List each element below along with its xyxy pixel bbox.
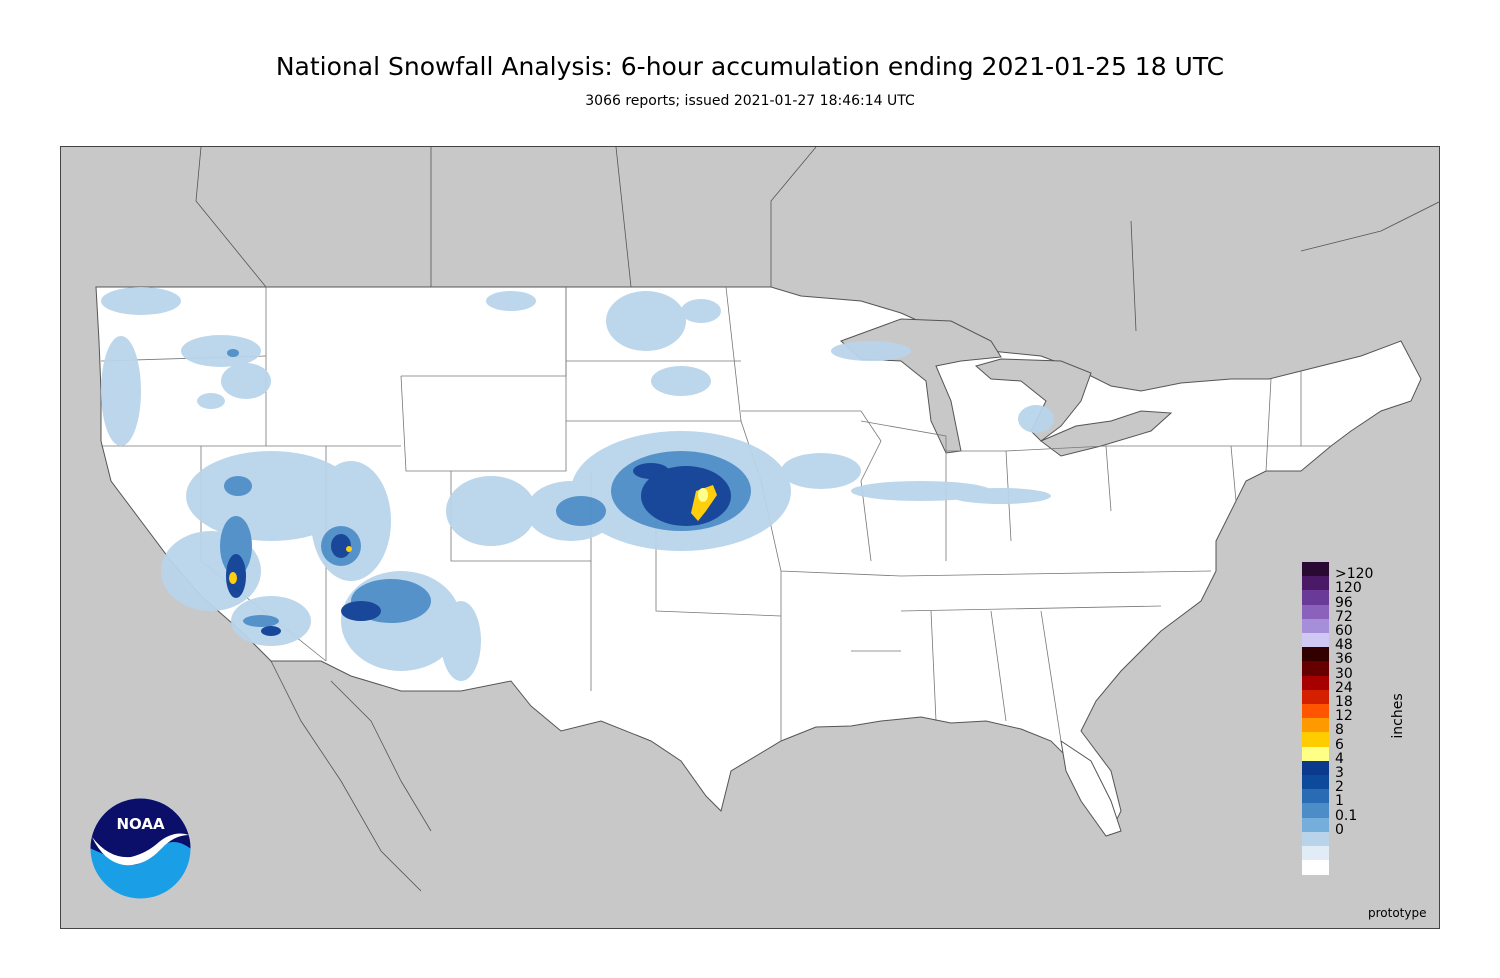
- legend-swatch: [1302, 831, 1329, 847]
- legend-entry: 12: [1302, 704, 1442, 724]
- legend-entry: [1302, 846, 1442, 862]
- legend-entry: 2: [1302, 775, 1442, 795]
- legend-swatch: [1302, 661, 1329, 677]
- legend-swatch: [1302, 604, 1329, 620]
- legend-entry: 60: [1302, 618, 1442, 639]
- international-borders: [195, 147, 1439, 892]
- legend-label: 3: [1335, 764, 1344, 781]
- legend-label: 0: [1335, 821, 1344, 838]
- legend-label: >120: [1335, 566, 1374, 583]
- legend-entry: 96: [1302, 590, 1442, 611]
- legend-entry: 18: [1302, 689, 1442, 710]
- legend-entry: 0.1: [1302, 803, 1442, 824]
- map-subtitle: 3066 reports; issued 2021-01-27 18:46:14…: [585, 93, 915, 109]
- legend-entry: 0: [1302, 817, 1442, 838]
- map-title: National Snowfall Analysis: 6-hour accum…: [275, 52, 1225, 81]
- legend-swatch: [1302, 817, 1329, 833]
- legend-entry: 120: [1302, 576, 1442, 596]
- legend-label: 96: [1335, 594, 1353, 611]
- legend-entry: 36: [1302, 647, 1442, 667]
- legend-swatch: [1302, 647, 1329, 663]
- legend-swatch: [1302, 704, 1329, 719]
- legend-label: 72: [1335, 608, 1353, 625]
- map-canvas: [95, 147, 1439, 892]
- legend-entry: 6: [1302, 732, 1442, 753]
- legend-swatch: [1302, 718, 1329, 734]
- noaa-logo-icon: NOAA: [90, 798, 191, 899]
- legend-label: 30: [1335, 665, 1353, 682]
- legend-label: 24: [1335, 679, 1353, 696]
- units-label: inches: [1390, 693, 1406, 739]
- legend-swatch: [1302, 689, 1329, 705]
- legend-swatch: [1302, 633, 1329, 648]
- legend-label: 8: [1335, 722, 1344, 739]
- legend-swatch: [1302, 562, 1329, 577]
- legend-swatch: [1302, 775, 1329, 790]
- legend-swatch: [1302, 803, 1329, 819]
- legend-swatch: [1302, 789, 1329, 805]
- legend-swatch: [1302, 860, 1329, 876]
- snowfall-shading: [101, 287, 1054, 681]
- noaa-logo-text: NOAA: [116, 815, 165, 833]
- legend-entry: 48: [1302, 633, 1442, 653]
- legend-entry: 24: [1302, 675, 1442, 696]
- legend-swatch: [1302, 760, 1329, 776]
- legend-label: 18: [1335, 693, 1353, 710]
- legend-swatch: [1302, 746, 1329, 762]
- legend-label: 0.1: [1335, 807, 1358, 824]
- legend-entry: [1302, 860, 1442, 876]
- legend-swatch: [1302, 846, 1329, 861]
- legend-swatch: [1302, 576, 1329, 592]
- legend-label: 2: [1335, 779, 1344, 796]
- legend-entry: 3: [1302, 760, 1442, 781]
- legend-label: 60: [1335, 622, 1353, 639]
- legend-swatch: [1302, 732, 1329, 748]
- legend-label: 36: [1335, 651, 1353, 668]
- legend-swatch: [1302, 675, 1329, 691]
- legend-label: 6: [1335, 736, 1344, 753]
- legend-entry: 72: [1302, 604, 1442, 625]
- legend-label: 120: [1335, 580, 1362, 597]
- snowfall-map[interactable]: [60, 146, 1440, 929]
- legend-entry: 4: [1302, 746, 1442, 767]
- legend-label: 1: [1335, 793, 1344, 810]
- legend-entry: 1: [1302, 789, 1442, 809]
- legend-swatch: [1302, 590, 1329, 606]
- legend-entry: >120: [1302, 562, 1442, 582]
- legend-label: 4: [1335, 750, 1344, 767]
- legend-swatch: [1302, 618, 1329, 634]
- us-landmass: [95, 286, 1422, 832]
- legend-entry: 8: [1302, 718, 1442, 738]
- legend-entry: 30: [1302, 661, 1442, 682]
- prototype-label: prototype: [1368, 906, 1427, 920]
- legend-label: 12: [1335, 708, 1353, 725]
- legend-entry: [1302, 831, 1442, 848]
- legend-label: 48: [1335, 637, 1353, 654]
